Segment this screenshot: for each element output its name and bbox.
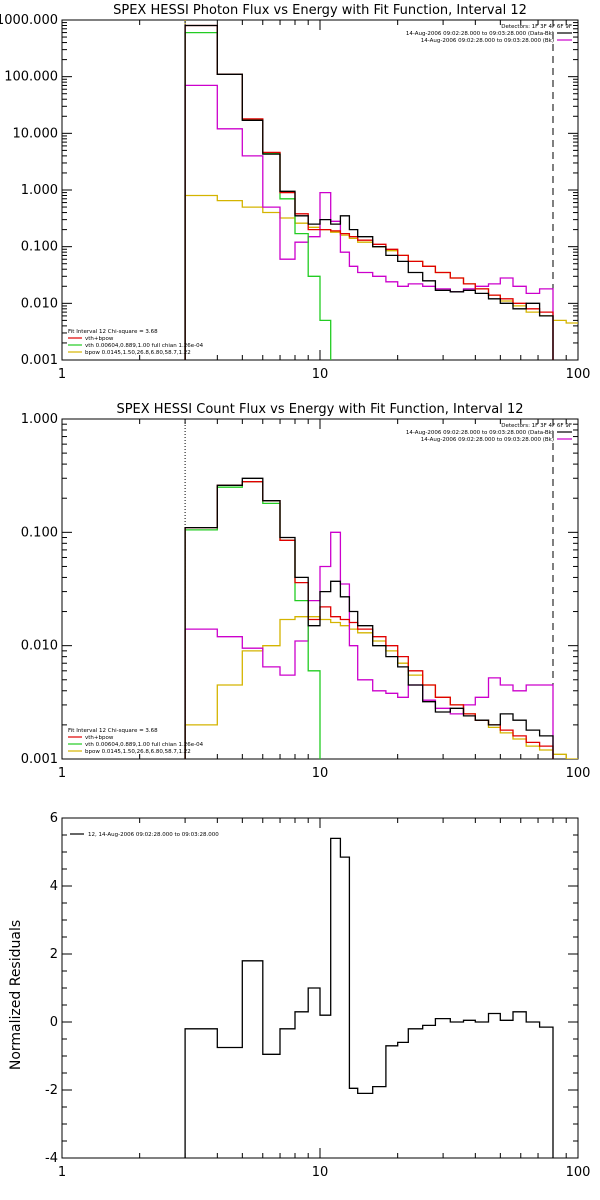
bottom-legend-entry: Fit Interval 12 Chi-square = 3.68 bbox=[68, 329, 158, 335]
count-flux-panel: SPEX HESSI Count Flux vs Energy with Fit… bbox=[21, 402, 591, 781]
bottom-legend-entry: bpow 0.0145,1.50,26.8,6.80,58.7,1.22 bbox=[85, 749, 191, 755]
x-tick-label: 10 bbox=[312, 766, 329, 781]
y-tick-label: 2 bbox=[50, 947, 58, 962]
x-tick-label: 100 bbox=[566, 766, 591, 781]
x-tick-label: 10 bbox=[312, 367, 329, 382]
y-tick-label: 10.000 bbox=[13, 126, 59, 141]
bottom-legend-entry: vth+bpow bbox=[85, 735, 114, 741]
panel2-plot: 1 10 100 0.001 0.010 0.100 1.000 Detectors: 1F … bbox=[21, 412, 591, 781]
y-tick-label: -2 bbox=[45, 1083, 58, 1098]
y-tick-label: -4 bbox=[45, 1151, 58, 1166]
panel1-plot: 1 10 100 0.001 0.010 0.100 1.000 10.000 100.000 1… bbox=[0, 13, 590, 382]
x-tick-label: 1 bbox=[58, 1165, 66, 1180]
series-bpow bbox=[184, 616, 554, 759]
y-tick-label: 4 bbox=[50, 879, 58, 894]
bottom-legend-entry: vth 0.00604,0.889,1.00 full chian 1.26e-… bbox=[85, 742, 204, 748]
bottom-legend-entry: bpow 0.0145,1.50,26.8,6.80,58.7,1.22 bbox=[85, 350, 191, 356]
series-bpow-extension bbox=[553, 319, 578, 324]
y-tick-label: 0 bbox=[50, 1015, 58, 1030]
series-data bbox=[184, 477, 554, 759]
series-bpow bbox=[184, 194, 554, 360]
y-tick-label: 0.100 bbox=[21, 240, 58, 255]
top-legend-entry: Detectors: 1F 3F 4F 6F 9F bbox=[501, 24, 572, 30]
x-tick-label: 1 bbox=[58, 766, 66, 781]
series-vth bbox=[184, 481, 321, 759]
y-tick-label: 1.000 bbox=[21, 183, 58, 198]
y-tick-label: 0.100 bbox=[21, 525, 58, 540]
y-tick-label: 1.000 bbox=[21, 412, 58, 427]
panel2-title: SPEX HESSI Count Flux vs Energy with Fit… bbox=[116, 402, 523, 417]
series-total bbox=[184, 24, 554, 360]
y-tick-label: 0.010 bbox=[21, 296, 58, 311]
series-data bbox=[184, 837, 554, 1158]
series-data bbox=[184, 24, 554, 360]
series-bk bbox=[184, 531, 554, 759]
x-tick-label: 1 bbox=[58, 367, 66, 382]
bottom-legend-entry: vth+bpow bbox=[85, 336, 114, 342]
y-tick-label: 0.010 bbox=[21, 639, 58, 654]
panel3-plot: 1 10 100 -4 -2 0 2 4 6 12, 14-Aug-2006 09:02:28.0… bbox=[45, 811, 590, 1180]
series-vth bbox=[184, 31, 332, 360]
top-legend-entry: Detectors: 1F 3F 4F 6F 9F bbox=[501, 423, 572, 429]
residuals-ylabel: Normalized Residuals bbox=[8, 920, 24, 1070]
x-tick-label: 10 bbox=[312, 1165, 329, 1180]
series-bk bbox=[184, 84, 554, 360]
photon-flux-panel: SPEX HESSI Photon Flux vs Energy with Fi… bbox=[0, 3, 590, 382]
panel1-title: SPEX HESSI Photon Flux vs Energy with Fi… bbox=[113, 3, 527, 18]
residuals-panel: Normalized Residuals 1 10 100 -4 -2 0 2 4 6 12, 1… bbox=[8, 811, 590, 1180]
top-legend-entry: 14-Aug-2006 09:02:28.000 to 09:03:28.000… bbox=[421, 38, 554, 44]
top-legend-entry: 14-Aug-2006 09:02:28.000 to 09:03:28.000… bbox=[421, 437, 554, 443]
residual-legend-entry: 12, 14-Aug-2006 09:02:28.000 to 09:03:28… bbox=[88, 832, 219, 838]
bottom-legend-entry: Fit Interval 12 Chi-square = 3.68 bbox=[68, 728, 158, 734]
top-legend-entry: 14-Aug-2006 09:02:28.000 to 09:03:28.000… bbox=[406, 31, 554, 37]
top-legend-entry: 14-Aug-2006 09:02:28.000 to 09:03:28.000… bbox=[406, 430, 554, 436]
y-tick-label: 1000.000 bbox=[0, 13, 58, 28]
y-tick-label: 6 bbox=[50, 811, 58, 826]
series-bpow-extension bbox=[553, 753, 578, 759]
y-tick-label: 0.001 bbox=[21, 353, 58, 368]
y-tick-label: 0.001 bbox=[21, 752, 58, 767]
bottom-legend-entry: vth 0.00604,0.889,1.00 full chian 1.26e-… bbox=[85, 343, 204, 349]
x-tick-label: 100 bbox=[566, 367, 591, 382]
series-total bbox=[184, 481, 554, 759]
y-tick-label: 100.000 bbox=[4, 70, 58, 85]
x-tick-label: 100 bbox=[566, 1165, 591, 1180]
